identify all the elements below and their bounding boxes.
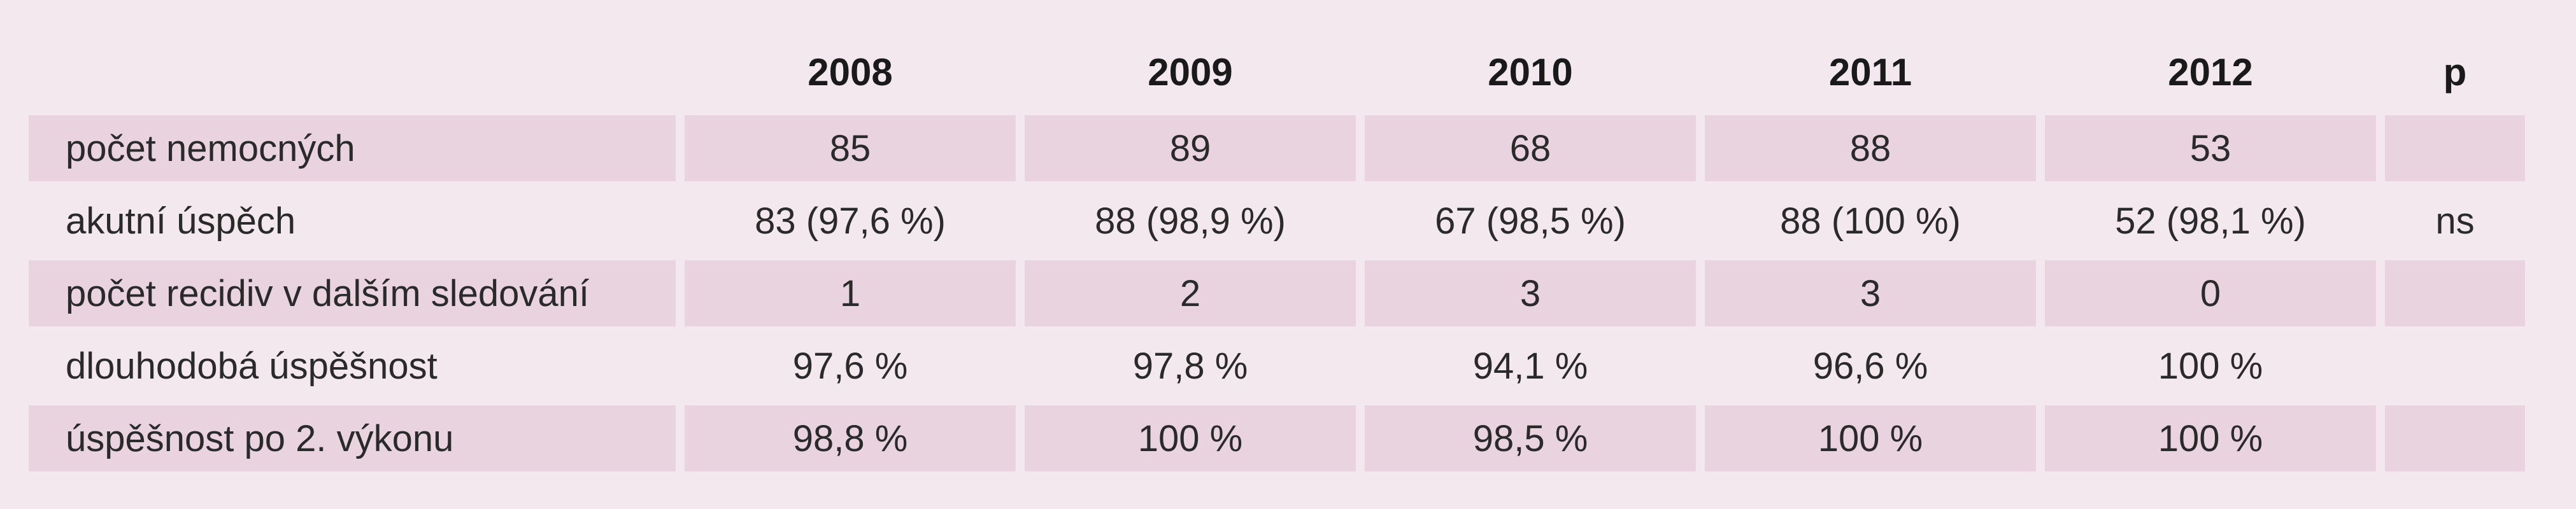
header-row: 2008 2009 2010 2011 2012 p <box>29 35 2525 109</box>
table-cell: 97,6 % <box>792 345 908 387</box>
table-cell: 100 % <box>2158 345 2263 387</box>
table-cell: 1 <box>685 260 1016 326</box>
table-cell: 88 <box>1705 115 2036 181</box>
table-row: akutní úspěch 83 (97,6 %) 88 (98,9 %) 67… <box>29 188 2525 254</box>
row-label: počet nemocných <box>29 115 676 181</box>
table-cell: 89 <box>1025 115 1356 181</box>
table-cell: 67 (98,5 %) <box>1435 200 1626 242</box>
row-label: počet recidiv v dalším sledování <box>29 260 676 326</box>
table-cell-p <box>2385 115 2525 181</box>
table-cell: 68 <box>1365 115 1696 181</box>
table-cell: 3 <box>1705 260 2036 326</box>
table-cell: 0 <box>2045 260 2376 326</box>
table-cell-p: ns <box>2435 200 2475 242</box>
table-cell-p <box>2385 260 2525 326</box>
table-cell: 98,8 % <box>685 405 1016 471</box>
table-cell: 53 <box>2045 115 2376 181</box>
column-header-2009: 2009 <box>1148 50 1233 94</box>
table-cell: 2 <box>1025 260 1356 326</box>
table-cell: 100 % <box>1705 405 2036 471</box>
table-cell: 100 % <box>2045 405 2376 471</box>
table-cell: 100 % <box>1025 405 1356 471</box>
column-header-2010: 2010 <box>1488 50 1573 94</box>
row-label: úspěšnost po 2. výkonu <box>29 405 676 471</box>
table-cell: 98,5 % <box>1365 405 1696 471</box>
column-header-2011: 2011 <box>1828 50 1912 94</box>
table-row: dlouhodobá úspěšnost 97,6 % 97,8 % 94,1 … <box>29 333 2525 399</box>
table-cell: 88 (98,9 %) <box>1095 200 1286 242</box>
table-cell: 96,6 % <box>1812 345 1928 387</box>
table-cell: 88 (100 %) <box>1780 200 1961 242</box>
row-label: akutní úspěch <box>66 200 296 242</box>
table-cell: 85 <box>685 115 1016 181</box>
row-label: dlouhodobá úspěšnost <box>66 345 438 387</box>
results-table: 2008 2009 2010 2011 2012 p počet nemocný… <box>20 29 2534 478</box>
column-header-label <box>29 35 676 109</box>
table-row: počet nemocných 85 89 68 88 53 <box>29 115 2525 181</box>
table-cell-p <box>2385 405 2525 471</box>
table-cell: 83 (97,6 %) <box>755 200 946 242</box>
table-cell: 94,1 % <box>1472 345 1588 387</box>
table-cell-p <box>2385 333 2525 399</box>
column-header-p: p <box>2443 50 2467 94</box>
table-cell: 97,8 % <box>1132 345 1248 387</box>
table-cell: 52 (98,1 %) <box>2115 200 2306 242</box>
column-header-2008: 2008 <box>808 50 893 94</box>
table-row: počet recidiv v dalším sledování 1 2 3 3… <box>29 260 2525 326</box>
column-header-2012: 2012 <box>2168 50 2253 94</box>
table-row: úspěšnost po 2. výkonu 98,8 % 100 % 98,5… <box>29 405 2525 471</box>
table-cell: 3 <box>1365 260 1696 326</box>
